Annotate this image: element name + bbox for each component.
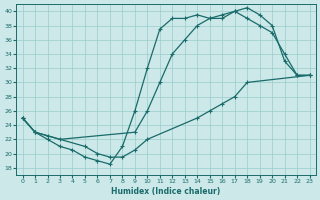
X-axis label: Humidex (Indice chaleur): Humidex (Indice chaleur) (111, 187, 221, 196)
